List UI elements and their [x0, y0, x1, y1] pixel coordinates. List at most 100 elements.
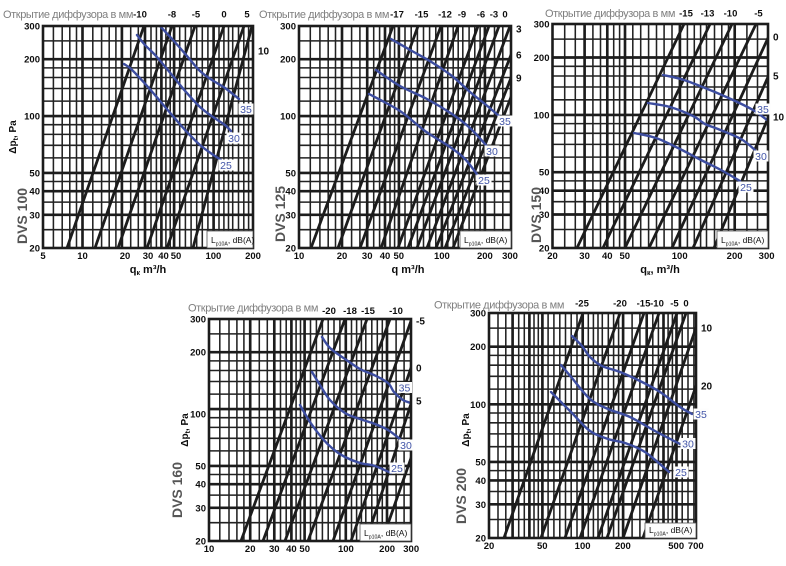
svg-text:10: 10: [294, 251, 305, 262]
svg-text:-5: -5: [754, 9, 763, 20]
svg-text:100: 100: [205, 251, 221, 262]
svg-text:300: 300: [534, 20, 550, 31]
svg-text:0: 0: [773, 33, 779, 44]
svg-text:0: 0: [683, 299, 688, 310]
svg-text:10: 10: [77, 251, 88, 262]
svg-text:-20: -20: [322, 306, 336, 317]
svg-text:0: 0: [416, 364, 422, 375]
svg-text:200: 200: [379, 544, 395, 555]
svg-text:100: 100: [534, 110, 550, 121]
svg-text:200: 200: [245, 251, 261, 262]
svg-text:50: 50: [620, 251, 631, 262]
svg-text:40: 40: [158, 251, 169, 262]
svg-text:30: 30: [362, 251, 373, 262]
svg-text:-15: -15: [415, 10, 429, 21]
svg-text:30: 30: [579, 251, 590, 262]
svg-text:5: 5: [416, 397, 422, 408]
svg-text:100: 100: [338, 544, 354, 555]
svg-text:50: 50: [539, 168, 550, 179]
svg-text:100: 100: [470, 400, 486, 411]
svg-text:-13: -13: [701, 9, 715, 20]
svg-text:Δpt, Pa: Δpt, Pa: [461, 413, 473, 447]
svg-text:25: 25: [675, 467, 687, 479]
svg-text:10: 10: [258, 47, 270, 58]
svg-text:35: 35: [240, 104, 252, 116]
svg-text:30: 30: [143, 251, 154, 262]
svg-text:-8: -8: [168, 10, 176, 21]
svg-text:100: 100: [672, 251, 688, 262]
svg-text:300: 300: [24, 22, 40, 33]
svg-text:100: 100: [190, 410, 206, 421]
svg-text:-10: -10: [133, 10, 147, 21]
svg-text:50: 50: [285, 168, 296, 179]
svg-text:700: 700: [688, 541, 704, 552]
svg-text:40: 40: [29, 187, 40, 198]
svg-text:40: 40: [380, 251, 391, 262]
svg-text:50: 50: [299, 544, 310, 555]
svg-text:-10: -10: [389, 306, 403, 317]
svg-text:50: 50: [475, 457, 486, 468]
svg-text:5: 5: [773, 72, 779, 83]
svg-text:DVS 125: DVS 125: [272, 186, 288, 242]
svg-text:Открытие диффузора в мм: Открытие диффузора в мм: [259, 9, 389, 21]
svg-text:200: 200: [470, 342, 486, 353]
svg-text:-15: -15: [361, 306, 375, 317]
svg-text:-6: -6: [477, 10, 485, 21]
svg-text:5: 5: [40, 251, 46, 262]
svg-text:50: 50: [394, 251, 405, 262]
svg-text:35: 35: [695, 409, 707, 421]
svg-text:300: 300: [470, 309, 486, 320]
svg-text:DVS 100: DVS 100: [14, 188, 30, 244]
svg-text:-17: -17: [390, 10, 404, 21]
svg-text:20: 20: [120, 251, 131, 262]
svg-text:3: 3: [516, 25, 522, 36]
svg-text:10: 10: [773, 113, 785, 124]
svg-text:30: 30: [400, 440, 412, 452]
svg-text:25: 25: [478, 175, 490, 187]
svg-text:25: 25: [220, 160, 232, 172]
svg-text:40: 40: [286, 544, 297, 555]
svg-text:DVS 200: DVS 200: [453, 468, 469, 524]
svg-text:20: 20: [285, 244, 296, 255]
svg-text:300: 300: [759, 251, 775, 262]
svg-text:35: 35: [399, 383, 411, 395]
svg-text:30: 30: [269, 544, 280, 555]
svg-text:Δpt, Pa: Δpt, Pa: [8, 120, 20, 154]
svg-text:-3: -3: [490, 10, 498, 21]
svg-text:100: 100: [575, 541, 591, 552]
svg-text:10: 10: [701, 324, 713, 335]
svg-text:qк, m³/h: qк, m³/h: [640, 264, 680, 277]
svg-text:-18: -18: [343, 306, 357, 317]
svg-text:50: 50: [29, 168, 40, 179]
svg-text:20: 20: [547, 251, 558, 262]
svg-text:9: 9: [516, 74, 522, 85]
svg-text:50: 50: [537, 541, 548, 552]
svg-text:30: 30: [682, 439, 694, 451]
svg-text:20: 20: [195, 537, 206, 548]
svg-text:20: 20: [337, 251, 348, 262]
svg-text:5: 5: [244, 10, 250, 21]
svg-text:100: 100: [24, 112, 40, 123]
svg-text:-10: -10: [650, 299, 664, 310]
svg-text:6: 6: [516, 51, 522, 62]
svg-text:qк m³/h: qк m³/h: [130, 264, 167, 277]
svg-text:Открытие диффузора в мм: Открытие диффузора в мм: [188, 303, 318, 315]
svg-text:25: 25: [391, 463, 403, 475]
svg-text:500: 500: [668, 541, 684, 552]
svg-text:30: 30: [29, 210, 40, 221]
svg-text:-25: -25: [575, 299, 589, 310]
svg-text:30: 30: [285, 210, 296, 221]
svg-text:10: 10: [204, 544, 215, 555]
svg-text:Открытие диффузора в мм: Открытие диффузора в мм: [545, 8, 675, 20]
svg-text:200: 200: [190, 348, 206, 359]
svg-text:DVS 160: DVS 160: [169, 462, 185, 518]
svg-text:-20: -20: [613, 299, 627, 310]
svg-text:200: 200: [280, 55, 296, 66]
svg-text:40: 40: [475, 476, 486, 487]
svg-text:0: 0: [221, 10, 226, 21]
svg-text:-5: -5: [670, 299, 679, 310]
svg-text:-15: -15: [637, 299, 651, 310]
svg-text:30: 30: [475, 500, 486, 511]
svg-text:300: 300: [190, 315, 206, 326]
svg-text:30: 30: [755, 151, 767, 163]
